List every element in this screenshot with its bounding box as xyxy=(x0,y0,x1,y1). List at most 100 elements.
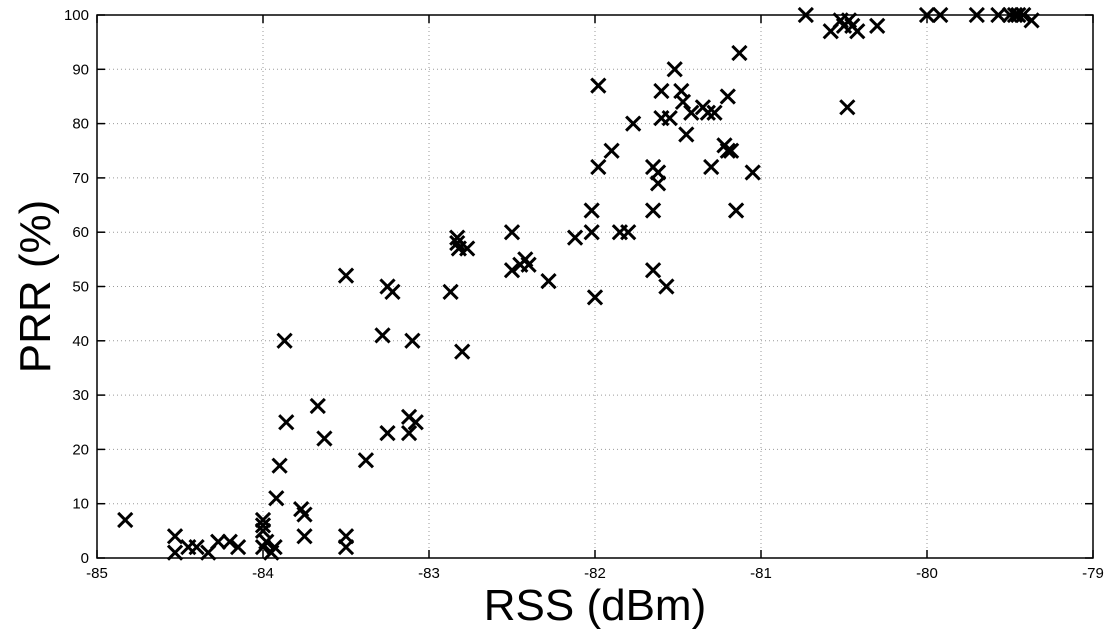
axis-ticks: -85 -84 -83 -82 -81 -80 -79 0 10 20 30 40 50 60 70 80 90… xyxy=(64,7,1104,582)
y-tick-label: 0 xyxy=(81,550,89,567)
data-point-x-marker xyxy=(229,539,247,556)
data-point-x-marker xyxy=(583,224,600,241)
data-point-x-marker xyxy=(683,104,700,121)
data-point-x-marker xyxy=(316,430,333,447)
data-point-x-marker xyxy=(566,229,584,246)
data-point-x-marker xyxy=(276,332,293,349)
data-point-x-marker xyxy=(404,332,421,349)
data-point-x-marker xyxy=(407,414,424,431)
y-tick-label: 10 xyxy=(72,496,89,513)
data-point-x-marker xyxy=(590,77,607,94)
data-point-x-marker xyxy=(374,327,391,344)
y-tick-label: 30 xyxy=(72,387,89,404)
data-point-x-marker xyxy=(649,164,667,181)
y-tick-label: 60 xyxy=(72,224,89,241)
x-tick-label: -84 xyxy=(252,565,274,582)
data-point-x-marker xyxy=(839,99,856,116)
plot-area-frame xyxy=(96,14,1094,559)
data-point-x-marker xyxy=(990,6,1007,24)
data-point-x-marker xyxy=(296,506,313,523)
data-point-x-marker xyxy=(666,61,683,78)
x-tick-label: -79 xyxy=(1082,565,1104,582)
data-point-x-marker xyxy=(918,6,936,24)
data-point-x-marker xyxy=(357,452,375,469)
data-point-x-marker xyxy=(188,539,205,556)
data-point-x-marker xyxy=(400,424,418,442)
y-tick-label: 70 xyxy=(72,170,89,187)
data-point-x-marker xyxy=(337,267,355,284)
data-point-x-marker xyxy=(649,175,667,192)
data-point-x-marker xyxy=(722,142,740,159)
data-point-x-marker xyxy=(661,110,678,127)
data-point-x-marker xyxy=(117,511,134,529)
y-tick-label: 80 xyxy=(72,116,89,133)
data-point-x-marker xyxy=(1010,6,1027,24)
y-tick-label: 100 xyxy=(64,7,89,24)
data-point-x-marker xyxy=(968,6,985,24)
data-point-x-marker xyxy=(603,142,620,159)
x-tick-label: -81 xyxy=(750,565,772,582)
data-point-x-marker xyxy=(337,539,355,556)
data-point-x-marker xyxy=(932,6,949,24)
gridlines xyxy=(97,15,1093,558)
data-point-x-marker xyxy=(503,224,521,241)
data-point-x-marker xyxy=(442,283,459,301)
data-point-x-marker xyxy=(590,158,607,176)
data-point-x-marker xyxy=(849,23,866,40)
x-tick-label: -80 xyxy=(916,565,938,582)
y-tick-label: 50 xyxy=(72,279,89,296)
data-point-x-marker xyxy=(653,82,670,100)
data-point-x-marker xyxy=(268,490,285,507)
data-point-x-marker xyxy=(254,511,272,529)
data-point-x-marker xyxy=(644,202,662,219)
data-point-x-marker xyxy=(503,262,521,279)
y-tick-label: 40 xyxy=(72,333,89,350)
data-point-x-marker xyxy=(266,539,283,556)
y-axis-title: PRR (%) xyxy=(11,200,60,374)
data-point-x-marker xyxy=(586,289,604,306)
data-point-x-marker xyxy=(625,115,642,132)
data-point-x-marker xyxy=(254,522,272,539)
x-tick-label: -82 xyxy=(584,565,606,582)
data-point-x-marker xyxy=(674,93,692,111)
data-point-x-marker xyxy=(309,397,326,415)
data-point-x-marker xyxy=(384,283,401,301)
data-point-x-marker xyxy=(727,202,745,219)
data-point-x-marker xyxy=(454,343,471,360)
data-point-x-marker xyxy=(706,104,723,121)
data-point-x-marker xyxy=(658,278,675,295)
data-point-x-marker xyxy=(520,256,537,273)
data-point-x-marker xyxy=(1015,6,1032,24)
data-point-x-marker xyxy=(166,528,184,545)
y-tick-label: 20 xyxy=(72,441,89,458)
data-point-x-marker xyxy=(254,517,272,534)
data-point-x-marker xyxy=(210,533,227,550)
x-tick-label: -85 xyxy=(86,565,108,582)
data-point-x-marker xyxy=(271,457,288,474)
data-point-x-marker xyxy=(797,6,814,24)
data-point-x-marker xyxy=(620,224,637,241)
data-point-x-marker xyxy=(719,142,736,159)
data-point-x-marker xyxy=(166,544,184,561)
data-point-x-marker xyxy=(221,533,238,550)
data-point-x-marker xyxy=(258,533,275,550)
data-point-x-marker xyxy=(459,240,476,257)
data-point-x-marker xyxy=(703,158,720,176)
data-point-x-marker xyxy=(1023,12,1040,29)
data-point-x-marker xyxy=(379,424,396,442)
data-points xyxy=(117,6,1040,561)
x-tick-label: -83 xyxy=(418,565,440,582)
data-point-x-marker xyxy=(678,126,695,143)
data-point-x-marker xyxy=(296,528,313,545)
data-point-x-marker xyxy=(869,17,886,34)
data-point-x-marker xyxy=(731,44,748,62)
x-axis-title: RSS (dBm) xyxy=(484,581,706,630)
data-point-x-marker xyxy=(583,202,600,219)
data-point-x-marker xyxy=(278,414,295,431)
data-point-x-marker xyxy=(337,528,355,545)
data-point-x-marker xyxy=(540,272,557,290)
data-point-x-marker xyxy=(719,88,736,105)
data-point-x-marker xyxy=(644,262,662,279)
y-tick-label: 90 xyxy=(72,61,89,78)
